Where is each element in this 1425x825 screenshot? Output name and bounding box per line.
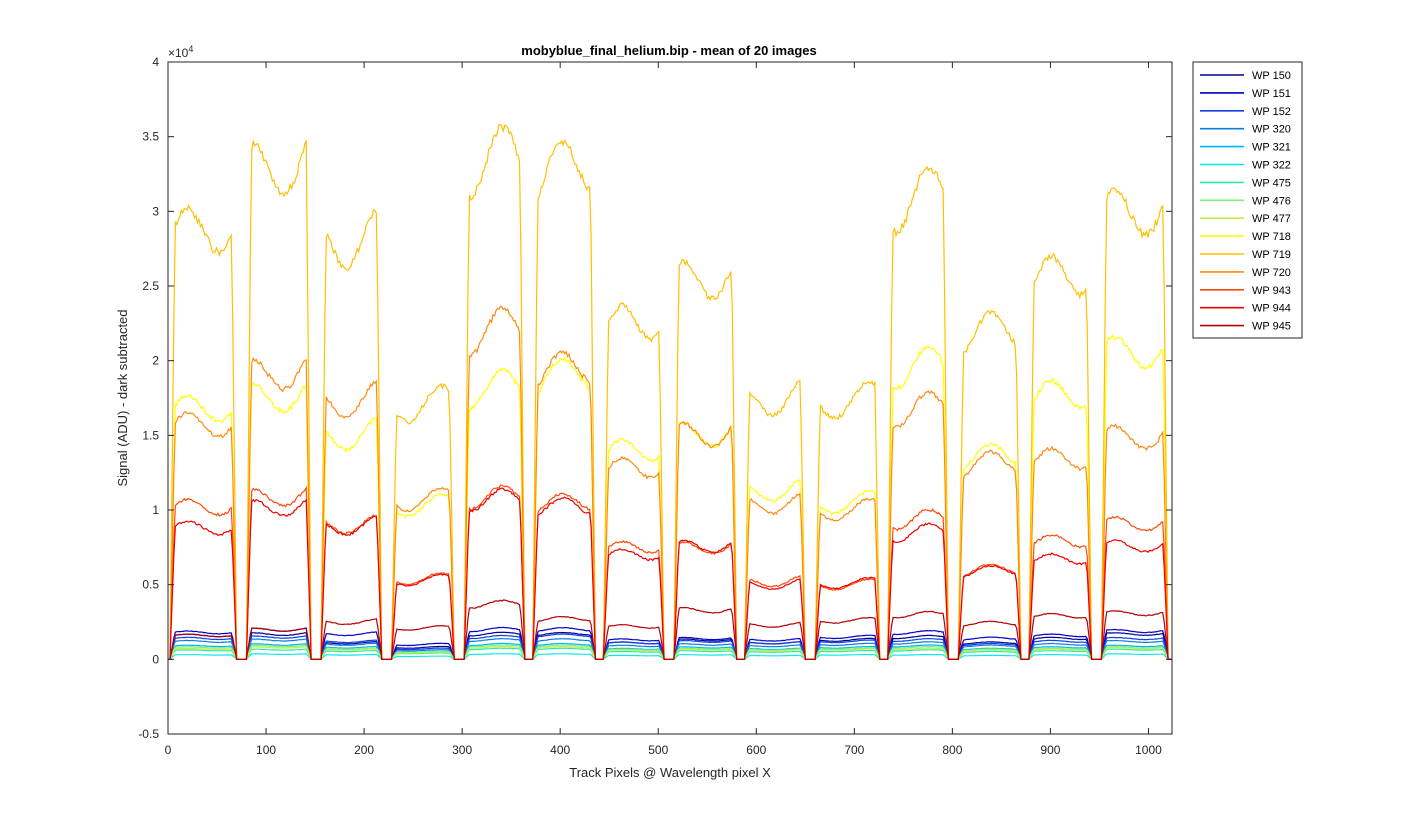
legend-entry: WP 152 (1200, 106, 1291, 118)
x-tick-label: 300 (452, 743, 472, 757)
legend-entry: WP 322 (1200, 160, 1291, 172)
legend-label: WP 944 (1252, 303, 1291, 315)
legend-entry: WP 944 (1200, 303, 1291, 315)
y-tick-label: 4 (152, 55, 159, 69)
x-axis-label: Track Pixels @ Wavelength pixel X (569, 765, 771, 780)
legend-label: WP 152 (1252, 106, 1291, 118)
legend-entry: WP 943 (1200, 285, 1291, 297)
legend-entry: WP 321 (1200, 142, 1291, 154)
y-tick-label: 1.5 (142, 428, 159, 442)
legend: WP 150 WP 151 WP 152 WP 320 WP 321 WP 322 WP 4… (1192, 61, 1303, 339)
y-axis-label: Signal (ADU) - dark subtracted (115, 309, 130, 486)
x-axis: 0 100 200 300 400 500 600 700 800 900 1000 (165, 62, 1162, 757)
legend-entry: WP 719 (1200, 249, 1291, 261)
x-tick-label: 400 (550, 743, 570, 757)
x-tick-label: 100 (256, 743, 276, 757)
legend-label: WP 151 (1252, 88, 1291, 100)
legend-entry: WP 475 (1200, 177, 1291, 189)
legend-label: WP 322 (1252, 160, 1291, 172)
legend-entry: WP 945 (1200, 321, 1291, 333)
legend-entry: WP 150 (1200, 70, 1291, 82)
legend-label: WP 320 (1252, 124, 1291, 136)
x-tick-label: 600 (746, 743, 766, 757)
legend-label: WP 150 (1252, 70, 1291, 82)
legend-label: WP 321 (1252, 142, 1291, 154)
chart-title: mobyblue_final_helium.bip - mean of 20 i… (521, 43, 816, 58)
legend-label: WP 475 (1252, 177, 1291, 189)
series-lines (168, 123, 1172, 660)
y-tick-label: 1 (152, 503, 159, 517)
legend-entry: WP 477 (1200, 213, 1291, 225)
y-tick-label: 2.5 (142, 279, 159, 293)
x-tick-label: 200 (354, 743, 374, 757)
legend-label: WP 718 (1252, 231, 1291, 243)
legend-label: WP 943 (1252, 285, 1291, 297)
legend-entry: WP 718 (1200, 231, 1291, 243)
y-tick-label: 2 (152, 354, 159, 368)
y-axis: -0.5 0 0.5 1 1.5 2 2.5 3 3.5 4 (138, 55, 1172, 741)
x-tick-label: 1000 (1135, 743, 1162, 757)
legend-label: WP 719 (1252, 249, 1291, 261)
legend-label: WP 476 (1252, 195, 1291, 207)
legend-label: WP 945 (1252, 321, 1291, 333)
x-tick-label: 700 (844, 743, 864, 757)
legend-entry: WP 476 (1200, 195, 1291, 207)
legend-label: WP 720 (1252, 267, 1291, 279)
legend-entry: WP 720 (1200, 267, 1291, 279)
legend-label: WP 477 (1252, 213, 1291, 225)
plot-area: 0 100 200 300 400 500 600 700 800 900 1000 -0.5 0 0.… (138, 55, 1173, 757)
x-tick-label: 500 (648, 743, 668, 757)
y-tick-label: 0 (152, 652, 159, 666)
y-tick-label: 3 (152, 204, 159, 218)
y-exponent: ×104 (168, 44, 193, 60)
x-tick-label: 900 (1040, 743, 1060, 757)
series-line-wp-945 (168, 599, 1172, 660)
legend-entry: WP 320 (1200, 124, 1291, 136)
axes-box (167, 61, 1173, 735)
y-tick-label: 3.5 (142, 130, 159, 144)
y-tick-label: -0.5 (138, 727, 159, 741)
x-tick-label: 800 (942, 743, 962, 757)
x-tick-label: 0 (165, 743, 172, 757)
y-tick-label: 0.5 (142, 578, 159, 592)
legend-entry: WP 151 (1200, 88, 1291, 100)
